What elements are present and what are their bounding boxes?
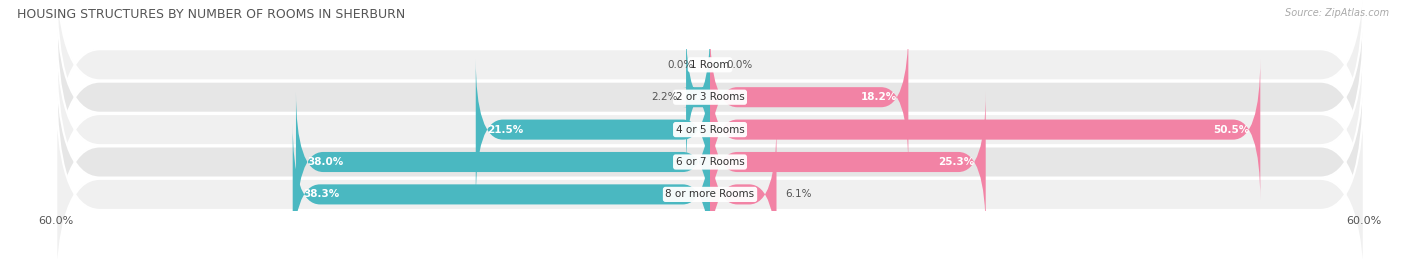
FancyBboxPatch shape [56, 80, 1364, 270]
Text: 0.0%: 0.0% [668, 60, 693, 70]
Text: 0.0%: 0.0% [727, 60, 752, 70]
Text: 50.5%: 50.5% [1213, 124, 1250, 135]
Text: 2.2%: 2.2% [651, 92, 678, 102]
Text: HOUSING STRUCTURES BY NUMBER OF ROOMS IN SHERBURN: HOUSING STRUCTURES BY NUMBER OF ROOMS IN… [17, 8, 405, 21]
Text: 1 Room: 1 Room [690, 60, 730, 70]
FancyBboxPatch shape [710, 123, 776, 265]
FancyBboxPatch shape [56, 0, 1364, 179]
FancyBboxPatch shape [56, 0, 1364, 211]
FancyBboxPatch shape [56, 48, 1364, 270]
Text: 18.2%: 18.2% [862, 92, 897, 102]
FancyBboxPatch shape [475, 59, 710, 201]
Text: 2 or 3 Rooms: 2 or 3 Rooms [676, 92, 744, 102]
Text: 38.3%: 38.3% [304, 189, 340, 200]
Text: Source: ZipAtlas.com: Source: ZipAtlas.com [1285, 8, 1389, 18]
FancyBboxPatch shape [295, 91, 710, 233]
Text: 21.5%: 21.5% [486, 124, 523, 135]
Text: 38.0%: 38.0% [307, 157, 343, 167]
FancyBboxPatch shape [56, 16, 1364, 244]
FancyBboxPatch shape [710, 91, 986, 233]
FancyBboxPatch shape [710, 59, 1260, 201]
FancyBboxPatch shape [710, 26, 908, 168]
Text: 25.3%: 25.3% [939, 157, 974, 167]
FancyBboxPatch shape [683, 26, 713, 168]
FancyBboxPatch shape [292, 123, 710, 265]
Text: 6 or 7 Rooms: 6 or 7 Rooms [676, 157, 744, 167]
Text: 6.1%: 6.1% [785, 189, 811, 200]
Text: 8 or more Rooms: 8 or more Rooms [665, 189, 755, 200]
Text: 4 or 5 Rooms: 4 or 5 Rooms [676, 124, 744, 135]
